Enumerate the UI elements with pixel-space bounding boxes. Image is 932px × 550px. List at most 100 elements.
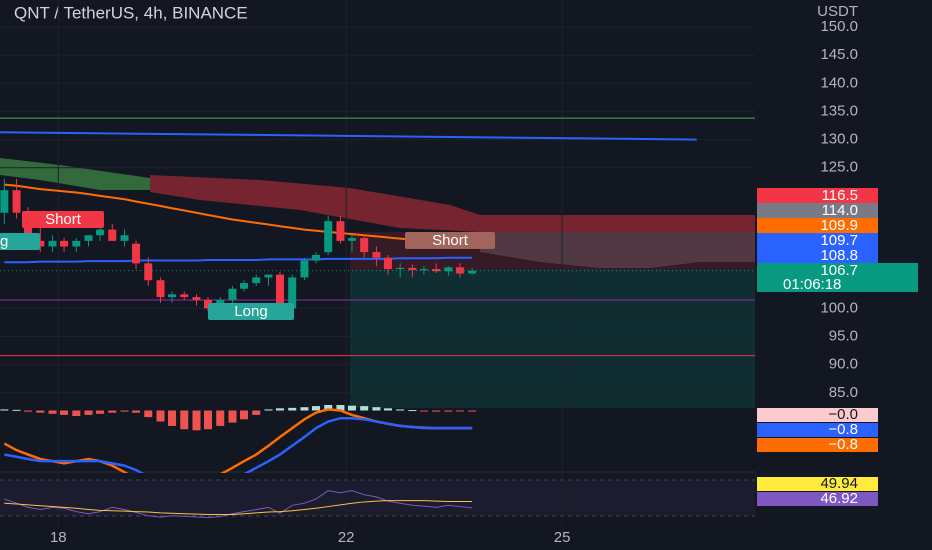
- macd-bar: [275, 408, 284, 411]
- macd-bar: [60, 410, 69, 415]
- macd-bar: [324, 405, 333, 411]
- indicator-tag: [757, 477, 878, 491]
- price-tag: [757, 248, 878, 263]
- macd-bar: [455, 410, 464, 412]
- macd-bar: [12, 409, 21, 411]
- position-box: [350, 270, 755, 408]
- cloud-red: [150, 175, 755, 232]
- macd-bar: [48, 410, 57, 414]
- macd-bar: [239, 410, 248, 420]
- price-tag-label: 114.0: [822, 202, 858, 219]
- price-tag-label: 106.7: [820, 262, 858, 279]
- signal-label-bg: [0, 233, 40, 250]
- rsi-line: [4, 490, 473, 518]
- candle-body: [36, 240, 45, 247]
- price-tag-label: 116.5: [822, 187, 858, 204]
- candle-body: [372, 252, 381, 258]
- y-tick-label: 145.0: [820, 46, 858, 63]
- macd-bar: [432, 410, 441, 412]
- price-tag: [757, 233, 878, 248]
- macd-bar: [0, 409, 9, 411]
- macd-bar: [408, 410, 417, 412]
- price-tag-label: 108.8: [820, 247, 858, 264]
- cloud-grey: [480, 232, 755, 268]
- macd-bar: [468, 410, 477, 412]
- macd-bar: [288, 407, 297, 411]
- candle-body: [360, 238, 369, 253]
- macd-bar: [444, 410, 453, 412]
- y-tick-label: 150.0: [820, 18, 858, 35]
- candle-body: [264, 274, 273, 278]
- signal-label-bg: [405, 232, 495, 249]
- candle-body: [0, 190, 9, 213]
- price-tag: [757, 218, 878, 233]
- indicator-tag-label: −0.8: [828, 421, 858, 438]
- indicator-tag: [757, 423, 878, 437]
- macd-bar: [120, 410, 129, 412]
- indicator-tag: [757, 492, 878, 506]
- macd-bar: [36, 410, 45, 413]
- candle-body: [48, 240, 57, 247]
- candle-body: [396, 267, 405, 269]
- macd-bar: [396, 409, 405, 411]
- axis-unit: USDT: [817, 3, 858, 20]
- rsi-line: [4, 500, 473, 516]
- macd-bar: [24, 410, 33, 412]
- macd-bar: [360, 406, 369, 411]
- candle-body: [347, 238, 356, 241]
- candle-body: [60, 240, 69, 247]
- price-tag-label: 109.7: [820, 232, 858, 249]
- candle-body: [120, 235, 129, 241]
- macd-bar: [300, 407, 309, 411]
- macd-bar: [204, 410, 213, 430]
- macd-bar: [144, 410, 153, 418]
- indicator-tag-label: 49.94: [820, 475, 858, 492]
- macd-bar: [96, 410, 105, 414]
- indicator-line: [4, 256, 473, 264]
- macd-bar: [383, 408, 392, 411]
- candle-body: [383, 257, 392, 269]
- macd-bar: [252, 410, 261, 415]
- signal-label-bg: [208, 303, 294, 320]
- candle-body: [311, 254, 320, 261]
- macd-bar: [192, 410, 201, 431]
- price-pane: [0, 117, 755, 357]
- macd-bar: [419, 410, 428, 412]
- price-tag: [757, 188, 878, 203]
- indicator-line: [4, 183, 473, 247]
- candle-body: [239, 283, 248, 289]
- macd-bar: [132, 410, 141, 413]
- candle-body: [252, 277, 261, 284]
- y-tick-label: 85.0: [829, 384, 858, 401]
- macd-bar: [311, 406, 320, 411]
- candle-body: [12, 190, 21, 213]
- candle-body: [300, 260, 309, 278]
- candle-body: [419, 268, 428, 271]
- macd-bar: [84, 410, 93, 415]
- macd-bar: [336, 405, 345, 411]
- price-tag-label: 109.9: [820, 217, 858, 234]
- price-tag: [757, 263, 918, 292]
- y-tick-label: 135.0: [820, 102, 858, 119]
- candle-body: [432, 268, 441, 272]
- macd-bar: [168, 410, 177, 426]
- candle-body: [324, 221, 333, 253]
- macd-bar: [216, 410, 225, 426]
- candle-body: [108, 229, 117, 241]
- macd-bar: [156, 410, 165, 422]
- y-tick-label: 125.0: [820, 159, 858, 176]
- signal-label: Short: [432, 232, 469, 249]
- indicator-tag-label: −0.8: [828, 436, 858, 453]
- signal-label-bg: [22, 211, 104, 228]
- macd-bar: [180, 410, 189, 430]
- x-tick-label: 18: [50, 529, 67, 546]
- candle-body: [336, 221, 345, 241]
- candle-body: [84, 235, 93, 241]
- cloud-green: [0, 158, 150, 190]
- rsi-pane: [4, 490, 473, 518]
- indicator-tag-label: −0.0: [828, 406, 858, 423]
- macd-bar: [347, 405, 356, 411]
- candle-body: [192, 297, 201, 300]
- candle-body: [408, 267, 417, 271]
- macd-line: [4, 416, 473, 473]
